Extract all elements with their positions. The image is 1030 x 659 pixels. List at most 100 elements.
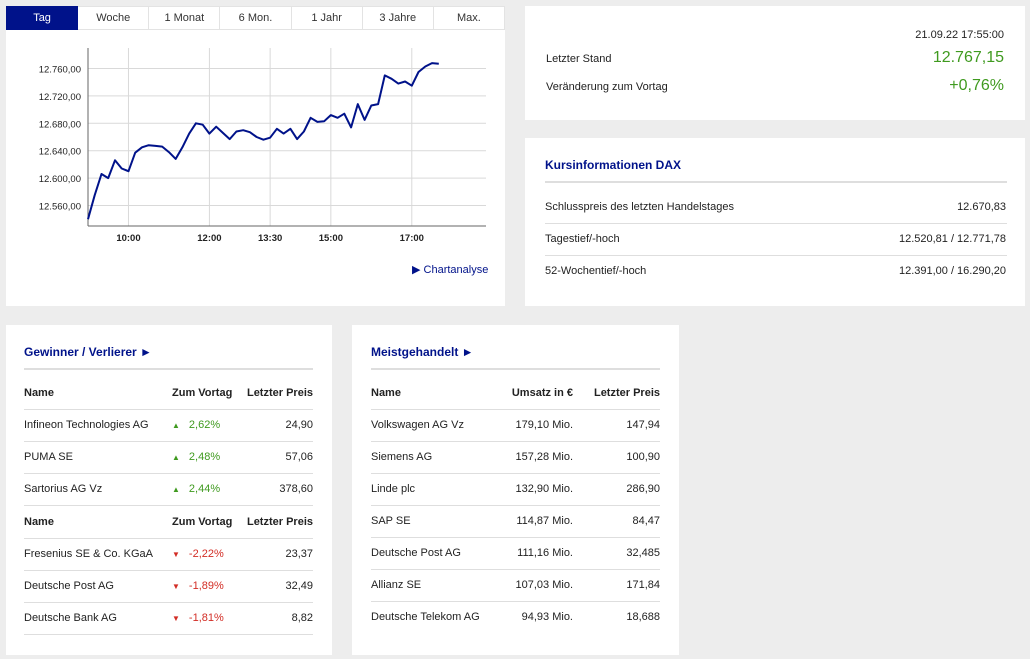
column-header: Zum Vortag	[172, 516, 233, 528]
change-value: 2,48%	[188, 451, 221, 463]
kurs-value-3: 12.391,00 / 16.290,20	[898, 265, 1006, 277]
tab-3-jahre[interactable]: 3 Jahre	[362, 6, 434, 30]
table-header-row: Name Zum Vortag Letzter Preis	[24, 512, 313, 532]
last-price: 57,06	[285, 451, 313, 463]
last-value: 12.767,15	[932, 49, 1004, 66]
table-row[interactable]: Deutsche Bank AG ▼ -1,81% 8,82	[24, 608, 313, 628]
column-header: Letzter Preis	[593, 387, 660, 399]
timestamp: 21.09.22 17:55:00	[915, 29, 1004, 41]
triangle-down-icon: ▼	[172, 550, 180, 559]
column-header: Name	[24, 516, 54, 528]
column-header: Name	[371, 387, 401, 399]
table-row[interactable]: PUMA SE ▲ 2,48% 57,06	[24, 447, 313, 467]
column-header: Name	[24, 387, 54, 399]
tab-woche[interactable]: Woche	[78, 6, 150, 30]
table-row[interactable]: Deutsche Post AG 111,16 Mio. 32,485	[371, 543, 660, 563]
table-row[interactable]: Infineon Technologies AG ▲ 2,62% 24,90	[24, 415, 313, 435]
last-price: 24,90	[285, 419, 313, 431]
stock-name: SAP SE	[371, 515, 411, 527]
table-header-row: Name Umsatz in € Letzter Preis	[371, 383, 660, 403]
gainers-title[interactable]: Gewinner / Verlierer ►	[24, 345, 152, 359]
divider	[24, 634, 313, 635]
change-value: -1,81%	[188, 612, 224, 624]
traded-title[interactable]: Meistgehandelt ►	[371, 345, 474, 359]
stock-name: Fresenius SE & Co. KGaA	[24, 548, 153, 560]
volume-value: 157,28 Mio.	[515, 451, 573, 463]
table-row[interactable]: Fresenius SE & Co. KGaA ▼ -2,22% 23,37	[24, 544, 313, 564]
divider	[371, 505, 660, 506]
last-price: 8,82	[291, 612, 313, 624]
change-cell: ▼ -1,89%	[172, 580, 242, 592]
y-tick-label: 12.720,00	[39, 92, 81, 103]
volume-value: 111,16 Mio.	[517, 547, 573, 559]
divider	[371, 409, 660, 410]
y-tick-label: 12.680,00	[39, 119, 81, 130]
triangle-down-icon: ▼	[172, 614, 180, 623]
stock-name: Allianz SE	[371, 579, 422, 591]
triangle-up-icon: ▲	[172, 453, 180, 462]
stock-name: Infineon Technologies AG	[24, 419, 149, 431]
chartanalyse-label: Chartanalyse	[423, 264, 489, 276]
volume-value: 179,10 Mio.	[515, 419, 573, 431]
divider	[24, 409, 313, 410]
summary-card	[525, 6, 1025, 120]
traded-card	[352, 325, 679, 655]
change-value: 2,44%	[188, 483, 221, 495]
tab-tag[interactable]: Tag	[6, 6, 79, 30]
stock-name: Sartorius AG Vz	[24, 483, 103, 495]
stock-name: Siemens AG	[371, 451, 433, 463]
y-tick-label: 12.560,00	[39, 201, 81, 212]
chart-card	[6, 6, 505, 306]
volume-value: 114,87 Mio.	[516, 515, 573, 527]
divider	[24, 441, 313, 442]
change-value: -1,89%	[188, 580, 224, 592]
tab-max[interactable]: Max.	[433, 6, 505, 30]
divider	[24, 570, 313, 571]
change-cell: ▼ -2,22%	[172, 548, 242, 560]
kurs-value-1: 12.670,83	[957, 201, 1006, 213]
table-row[interactable]: Siemens AG 157,28 Mio. 100,90	[371, 447, 660, 467]
last-price: 286,90	[626, 483, 660, 495]
tab-6-mon[interactable]: 6 Mon.	[220, 6, 292, 30]
table-row[interactable]: Deutsche Post AG ▼ -1,89% 32,49	[24, 576, 313, 596]
divider	[24, 602, 313, 603]
x-tick-label: 10:00	[116, 233, 140, 244]
table-row[interactable]: SAP SE 114,87 Mio. 84,47	[371, 511, 660, 531]
price-line	[87, 62, 439, 220]
stock-name: Volkswagen AG Vz	[371, 419, 464, 431]
table-row[interactable]: Deutsche Telekom AG 94,93 Mio. 18,688	[371, 607, 660, 627]
last-price: 147,94	[626, 419, 660, 431]
range-tabs: Tag Woche 1 Monat 6 Mon. 1 Jahr 3 Jahre …	[6, 6, 505, 31]
x-tick-label: 15:00	[319, 233, 343, 244]
chartanalyse-link[interactable]: ▶ Chartanalyse	[412, 263, 488, 276]
last-price: 23,37	[285, 548, 313, 560]
last-price: 171,84	[626, 579, 660, 591]
kurs-label-3: 52-Wochentief/-hoch	[545, 265, 647, 277]
gainers-card	[6, 325, 332, 655]
last-price: 378,60	[279, 483, 313, 495]
triangle-down-icon: ▼	[172, 582, 180, 591]
table-row[interactable]: Sartorius AG Vz ▲ 2,44% 378,60	[24, 479, 313, 499]
last-price: 84,47	[632, 515, 660, 527]
volume-value: 107,03 Mio.	[515, 579, 573, 591]
table-row[interactable]: Linde plc 132,90 Mio. 286,90	[371, 479, 660, 499]
x-tick-label: 13:30	[258, 233, 282, 244]
divider	[545, 223, 1007, 224]
divider	[24, 538, 313, 539]
change-cell: ▲ 2,48%	[172, 451, 242, 463]
x-tick-label: 12:00	[197, 233, 221, 244]
kurs-card	[525, 138, 1025, 306]
change-cell: ▲ 2,62%	[172, 419, 242, 431]
kurs-title: Kursinformationen DAX	[545, 158, 682, 172]
divider	[371, 537, 660, 538]
triangle-up-icon: ▲	[172, 421, 180, 430]
divider	[371, 569, 660, 570]
last-price: 18,688	[626, 611, 660, 623]
table-row[interactable]: Allianz SE 107,03 Mio. 171,84	[371, 575, 660, 595]
tab-1-jahr[interactable]: 1 Jahr	[291, 6, 363, 30]
divider	[24, 505, 313, 506]
divider	[371, 368, 660, 370]
tab-1-monat[interactable]: 1 Monat	[149, 6, 221, 30]
change-value: 2,62%	[188, 419, 221, 431]
table-row[interactable]: Volkswagen AG Vz 179,10 Mio. 147,94	[371, 415, 660, 435]
